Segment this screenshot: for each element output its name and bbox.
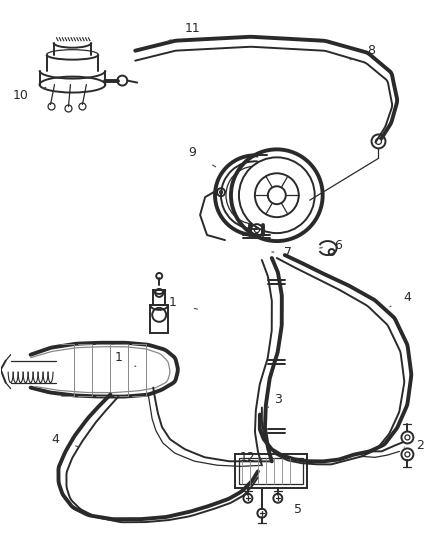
Text: 7: 7 (283, 246, 291, 259)
Text: 8: 8 (367, 44, 374, 57)
Text: 11: 11 (184, 22, 199, 35)
Text: 3: 3 (273, 393, 281, 406)
Bar (234, 455, 306, 488)
Text: 5: 5 (293, 503, 301, 516)
Text: 6: 6 (333, 239, 341, 252)
Text: 9: 9 (188, 146, 196, 159)
Text: 4: 4 (403, 292, 410, 304)
Text: 10: 10 (13, 89, 28, 102)
Bar (150, 305, 168, 333)
Text: 4: 4 (52, 433, 59, 446)
Text: 1: 1 (168, 296, 176, 309)
Bar (238, 458, 302, 484)
Bar (153, 290, 165, 305)
Text: 12: 12 (240, 451, 255, 464)
Text: 1: 1 (114, 351, 122, 364)
Text: 2: 2 (416, 439, 424, 452)
